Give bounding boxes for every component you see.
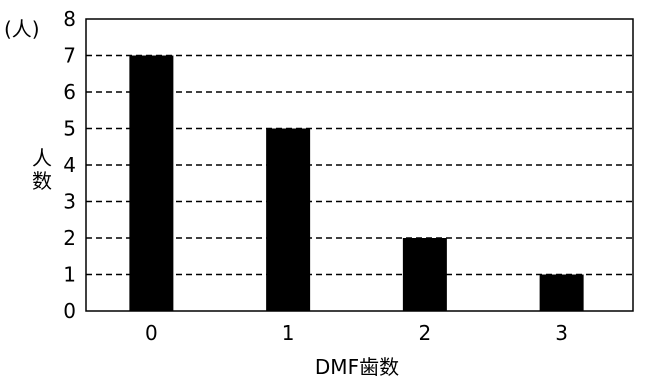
x-tick-label: 0 [145, 321, 158, 345]
x-tick-labels: 0 1 2 3 [145, 321, 568, 345]
x-tick-label: 2 [419, 321, 432, 345]
y-unit-label: (人) [4, 17, 40, 41]
x-tick-label: 3 [555, 321, 568, 345]
bar-3 [539, 274, 584, 311]
gridlines [86, 54, 633, 276]
x-tick-label: 1 [282, 321, 295, 345]
y-tick-label: 0 [63, 299, 76, 323]
bar-2 [402, 238, 447, 311]
y-tick-label: 6 [63, 80, 76, 104]
bar-0 [129, 55, 174, 311]
y-axis-title-char: 人 [32, 146, 52, 170]
y-tick-labels: 0 1 2 3 4 5 6 7 8 [63, 7, 76, 323]
x-axis-title: DMF歯数 [315, 355, 399, 379]
y-tick-label: 5 [63, 117, 76, 141]
y-tick-label: 3 [63, 190, 76, 214]
y-tick-label: 8 [63, 7, 76, 31]
plot-frame [85, 18, 634, 312]
y-tick-label: 1 [63, 263, 76, 287]
y-tick-label: 4 [63, 153, 76, 177]
y-tick-label: 7 [63, 44, 76, 68]
y-axis-title: 人数 [32, 146, 52, 193]
y-tick-label: 2 [63, 226, 76, 250]
bars [129, 55, 584, 311]
bar-1 [266, 128, 311, 311]
y-axis-title-char: 数 [32, 169, 52, 193]
